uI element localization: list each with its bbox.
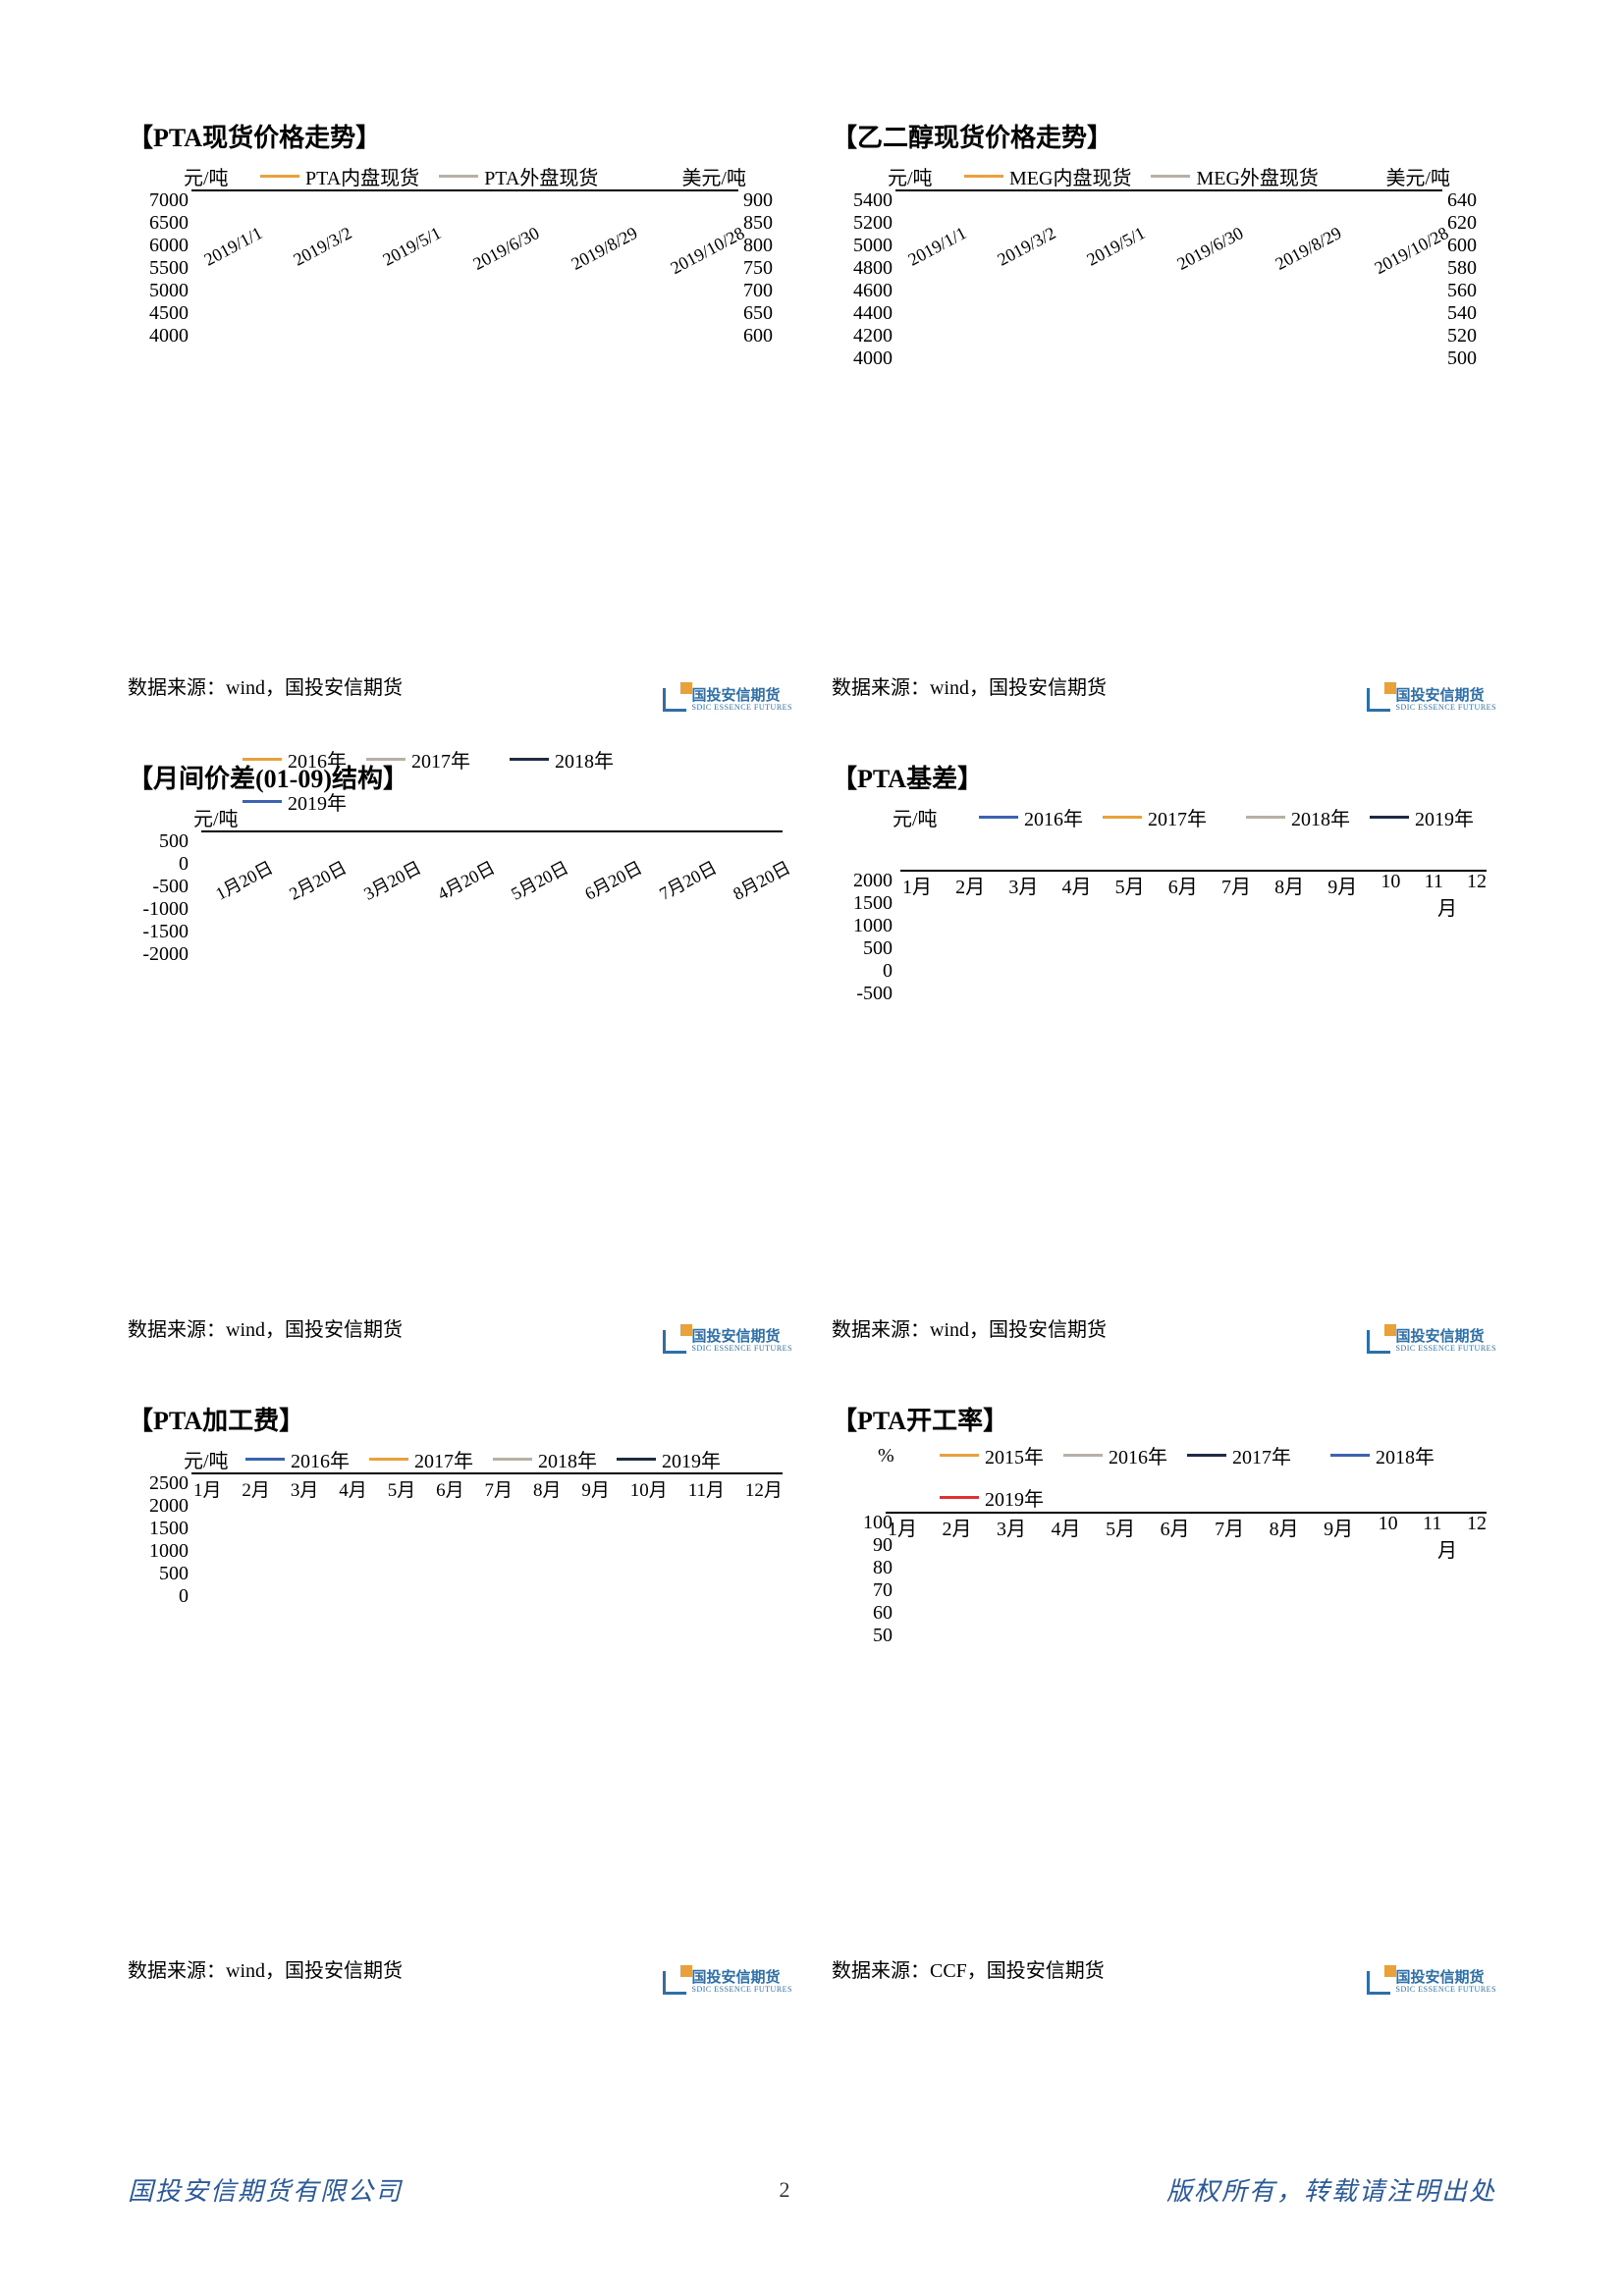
logo-icon [1367,1971,1390,1995]
legend-item: 2019年 [617,1445,721,1473]
plot-area: 54005200500048004600440042004000 6406206… [895,189,1442,191]
y-left-label: 元/吨 [193,803,239,831]
y-left-label: 元/吨 [888,162,933,190]
plot-area: 25002000150010005000 1月2月3月4月5月6月7月8月9月1… [191,1472,783,1474]
legend-item: 2016年 [979,803,1083,831]
legend-item: MEG内盘现货 [964,162,1131,190]
x-ticks: 2019/1/12019/3/22019/5/12019/6/302019/8/… [897,223,1442,243]
legend-item: 2019年 [940,1483,1044,1512]
chart-meg-spot-price: 【乙二醇现货价格走势】 元/吨 美元/吨 MEG内盘现货 MEG外盘现货 540… [832,118,1496,700]
chart-pta-spot-price: 【PTA现货价格走势】 元/吨 美元/吨 PTA内盘现货 PTA外盘现货 700… [128,118,792,700]
logo: 国投安信期货SDIC ESSENCE FUTURES [663,688,792,712]
legend-item: 2016年 [243,745,347,774]
legend-item: 2015年 [940,1441,1044,1469]
legend-item: 2019年 [243,787,347,816]
legend: 2016年 2017年 2018年 2019年 [243,745,706,816]
x-ticks: 2019/1/12019/3/22019/5/12019/6/302019/8/… [193,223,738,243]
chart-title: 【PTA加工费】 [128,1401,792,1437]
legend-item: 2017年 [369,1445,473,1473]
chart-pta-processing-fee: 【PTA加工费】 元/吨 2016年 2017年 2018年 2019年 250… [128,1401,792,1983]
chart-pta-basis: 【PTA基差】 元/吨 2016年 2017年 2018年 2019年 2000… [832,759,1496,1341]
y-right-label: 美元/吨 [1385,162,1450,190]
legend-item: 2017年 [1187,1441,1291,1469]
legend-item: 2018年 [1330,1441,1435,1469]
y-left-label: 元/吨 [893,803,938,831]
footer-copyright: 版权所有，转载请注明出处 [1166,2171,1496,2208]
chart-title: 【PTA开工率】 [832,1401,1496,1437]
x-ticks: 1月2月3月4月5月6月7月8月9月10月11月12月 [193,1475,783,1502]
footer-company: 国投安信期货有限公司 [128,2171,403,2208]
chart-title: 【PTA现货价格走势】 [128,118,792,154]
charts-grid: 【PTA现货价格走势】 元/吨 美元/吨 PTA内盘现货 PTA外盘现货 700… [128,118,1496,1983]
page-footer: 国投安信期货有限公司 2 版权所有，转载请注明出处 [128,2171,1496,2208]
logo: 国投安信期货SDIC ESSENCE FUTURES [663,1971,792,1995]
legend-item: MEG外盘现货 [1151,162,1318,190]
chart-spread-0109: 【月间价差(01-09)结构】 元/吨 5000-500-1000-1500-2… [128,759,792,1341]
logo: 国投安信期货SDIC ESSENCE FUTURES [1367,1971,1496,1995]
legend: PTA内盘现货 PTA外盘现货 [260,162,598,190]
legend-item: 2017年 [1103,803,1207,831]
legend: 2016年 2017年 2018年 2019年 [245,1445,721,1473]
logo-icon [1367,688,1390,712]
logo: 国投安信期货SDIC ESSENCE FUTURES [1367,688,1496,712]
logo-icon [1367,1330,1390,1354]
plot-area: 5000-500-1000-1500-2000 2016年 2017年 2018… [201,830,783,832]
plot-area: 2000150010005000-500 1月2月3月4月5月6月7月8月9月1… [900,870,1487,872]
legend-item: PTA外盘现货 [439,162,598,190]
legend-item: 2018年 [1246,803,1350,831]
x-ticks: 1月2月3月4月5月6月7月8月9月101112 [902,871,1487,899]
y-left-label: 元/吨 [184,1445,229,1473]
chart-title: 【PTA基差】 [832,759,1496,795]
legend-item: 2018年 [493,1445,597,1473]
logo-icon [663,1330,686,1354]
legend: 2015年 2016年 2017年 2018年 2019年 [940,1441,1492,1512]
legend-item: PTA内盘现货 [260,162,419,190]
legend-item: 2019年 [1370,803,1474,831]
legend-item: 2017年 [366,745,470,774]
legend-item: 2016年 [245,1445,350,1473]
chart-title: 【乙二醇现货价格走势】 [832,118,1496,154]
legend-item: 2016年 [1063,1441,1167,1469]
logo: 国投安信期货SDIC ESSENCE FUTURES [1367,1330,1496,1354]
logo-icon [663,688,686,712]
y-left-label: % [878,1445,894,1468]
x-extra: 月 [1437,1534,1457,1563]
plot-area: 7000650060005500500045004000 90085080075… [191,189,738,191]
y-left-label: 元/吨 [184,162,229,190]
x-extra: 月 [1437,892,1457,921]
legend: MEG内盘现货 MEG外盘现货 [964,162,1319,190]
legend: 2016年 2017年 2018年 2019年 [979,803,1506,831]
x-ticks: 1月2月3月4月5月6月7月8月9月101112 [888,1513,1487,1541]
chart-pta-operating-rate: 【PTA开工率】 % 2015年 2016年 2017年 2018年 2019年… [832,1401,1496,1983]
y-right-label: 美元/吨 [681,162,746,190]
logo-icon [663,1971,686,1995]
legend-item: 2018年 [510,745,614,774]
page-number: 2 [780,2177,790,2203]
logo: 国投安信期货SDIC ESSENCE FUTURES [663,1330,792,1354]
plot-area: 1009080706050 1月2月3月4月5月6月7月8月9月101112 月 [886,1512,1487,1514]
x-ticks: 1月20日2月20日3月20日4月20日5月20日6月20日7月20日8月20日 [203,854,783,880]
